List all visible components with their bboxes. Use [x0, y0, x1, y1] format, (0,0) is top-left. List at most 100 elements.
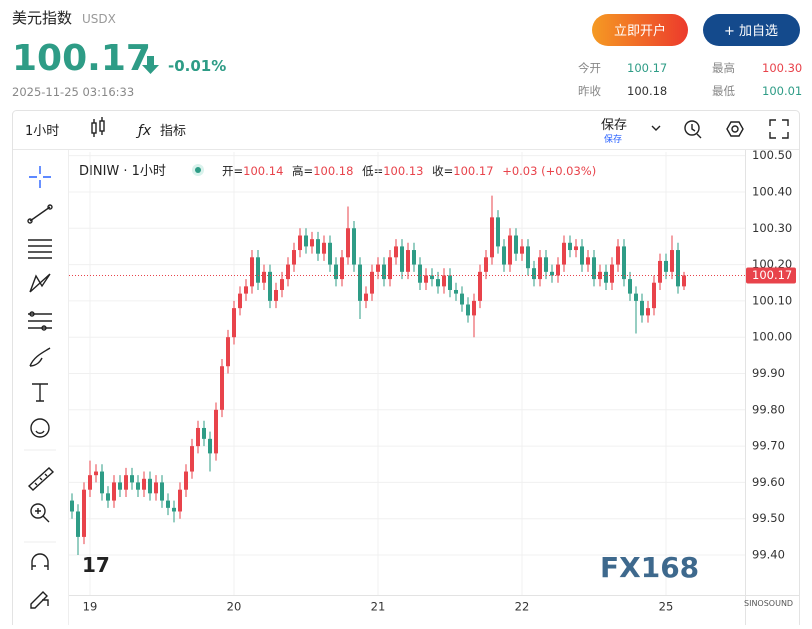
y-tick-label: 100.50 — [752, 148, 792, 162]
save-sub: 保存 — [604, 133, 622, 145]
symbol: DINIW · 1小时 — [79, 164, 166, 179]
candle-body — [532, 268, 536, 280]
change: -0.01% — [168, 57, 226, 75]
save[interactable]: 保存 — [601, 118, 627, 133]
stat-value: 100.17 — [627, 61, 667, 75]
candle-body — [658, 260, 662, 283]
candle-body — [142, 478, 146, 490]
fullscreen-icon[interactable] — [769, 119, 789, 139]
candle-body — [244, 286, 248, 294]
candle-body — [316, 239, 320, 254]
candle-body — [124, 475, 128, 490]
candle-body — [106, 493, 110, 501]
y-tick-label: 100.10 — [752, 293, 792, 307]
chart-panel — [12, 110, 800, 629]
candle-body — [562, 242, 566, 265]
candle-body — [88, 475, 92, 490]
legend-change: +0.03 (+0.03%) — [502, 164, 596, 178]
candle-body — [100, 471, 104, 494]
ohlc-legend: 开=100.14 高=100.18 低=100.13 收=100.17 +0.0… — [222, 164, 596, 178]
settings-icon[interactable] — [726, 121, 744, 137]
candle-body — [592, 257, 596, 280]
candle-body — [652, 282, 656, 309]
candle-body — [220, 366, 224, 410]
candle-body — [550, 271, 554, 276]
chevron[interactable] — [651, 125, 661, 131]
legend-value: 100.14 — [243, 164, 283, 178]
candle-body — [154, 482, 158, 494]
candle-body — [520, 246, 524, 254]
candle-body — [328, 242, 332, 265]
name: 美元指数 — [12, 9, 72, 27]
stat-label: 最低 — [712, 84, 735, 98]
last-price-tag — [746, 267, 796, 284]
watermark-small: SINOSOUND — [744, 599, 793, 608]
candle-body — [148, 478, 152, 494]
candle-body — [604, 271, 608, 283]
watchlist-label[interactable]: + 加自选 — [724, 24, 778, 39]
stat-label: 昨收 — [578, 84, 601, 98]
candle-body — [130, 475, 134, 483]
last-price-label: 100.17 — [752, 268, 792, 282]
candle-body — [580, 246, 584, 265]
plot: 99.40 99.50 99.60 99.70 99.80 99.90 100.00 100.… — [69, 148, 796, 614]
legend-label: 低= — [362, 164, 383, 178]
candle-body — [250, 257, 254, 287]
indicators[interactable]: 指标 — [160, 124, 186, 139]
candle-body — [322, 242, 326, 254]
x-tick-label: 21 — [371, 600, 386, 614]
candle-body — [172, 507, 176, 512]
legend-value: 100.18 — [313, 164, 353, 178]
fx-icon[interactable]: ƒx — [135, 123, 152, 139]
watchlist-button[interactable] — [703, 14, 800, 46]
candle-body — [634, 293, 638, 301]
candle-body — [484, 257, 488, 272]
candle-body — [196, 427, 200, 447]
x-tick-label: 25 — [659, 600, 674, 614]
drawing-tools[interactable] — [27, 166, 55, 609]
candle-body — [376, 264, 380, 272]
candle-body — [394, 246, 398, 258]
y-tick-label: 100.00 — [752, 330, 792, 344]
open-account-label[interactable]: 立即开户 — [614, 23, 666, 39]
candle-body — [76, 511, 80, 537]
candle-body — [406, 250, 410, 272]
candle-body — [490, 217, 494, 258]
y-tick-label: 99.90 — [752, 366, 785, 380]
candle-body — [508, 235, 512, 265]
candle-body — [388, 257, 392, 280]
stat-value: 100.18 — [627, 84, 667, 98]
candle-body — [568, 242, 572, 251]
candle-body — [454, 289, 458, 294]
candle-body — [136, 482, 140, 490]
candle-body — [262, 271, 266, 283]
timestamp: 2025-11-25 03:16:33 — [12, 85, 134, 99]
candle-body — [202, 427, 206, 439]
candle-body — [256, 257, 260, 283]
y-tick-label: 100.30 — [752, 221, 792, 235]
open-account-button[interactable] — [592, 14, 688, 46]
candle-body — [472, 300, 476, 316]
candle-body — [82, 489, 86, 537]
candle-body — [448, 275, 452, 290]
candle-icon[interactable] — [91, 117, 105, 137]
x-tick-label: 22 — [515, 600, 530, 614]
code: USDX — [82, 12, 116, 26]
interval[interactable]: 1小时 — [25, 124, 59, 139]
candle-body — [418, 264, 422, 283]
candle-body — [358, 264, 362, 301]
candle-body — [118, 482, 122, 490]
candle-body — [676, 250, 680, 287]
candle-body — [364, 293, 368, 301]
candle-body — [292, 250, 296, 265]
candle-body — [178, 489, 182, 512]
candle-body — [412, 250, 416, 265]
candle-body — [544, 257, 548, 272]
candle-body — [304, 235, 308, 247]
candle-body — [586, 257, 590, 265]
stat-value: 100.01 — [762, 84, 802, 98]
candle-body — [190, 446, 194, 472]
alert-icon[interactable] — [684, 120, 702, 139]
candle-body — [622, 246, 626, 280]
candle-body — [478, 271, 482, 301]
